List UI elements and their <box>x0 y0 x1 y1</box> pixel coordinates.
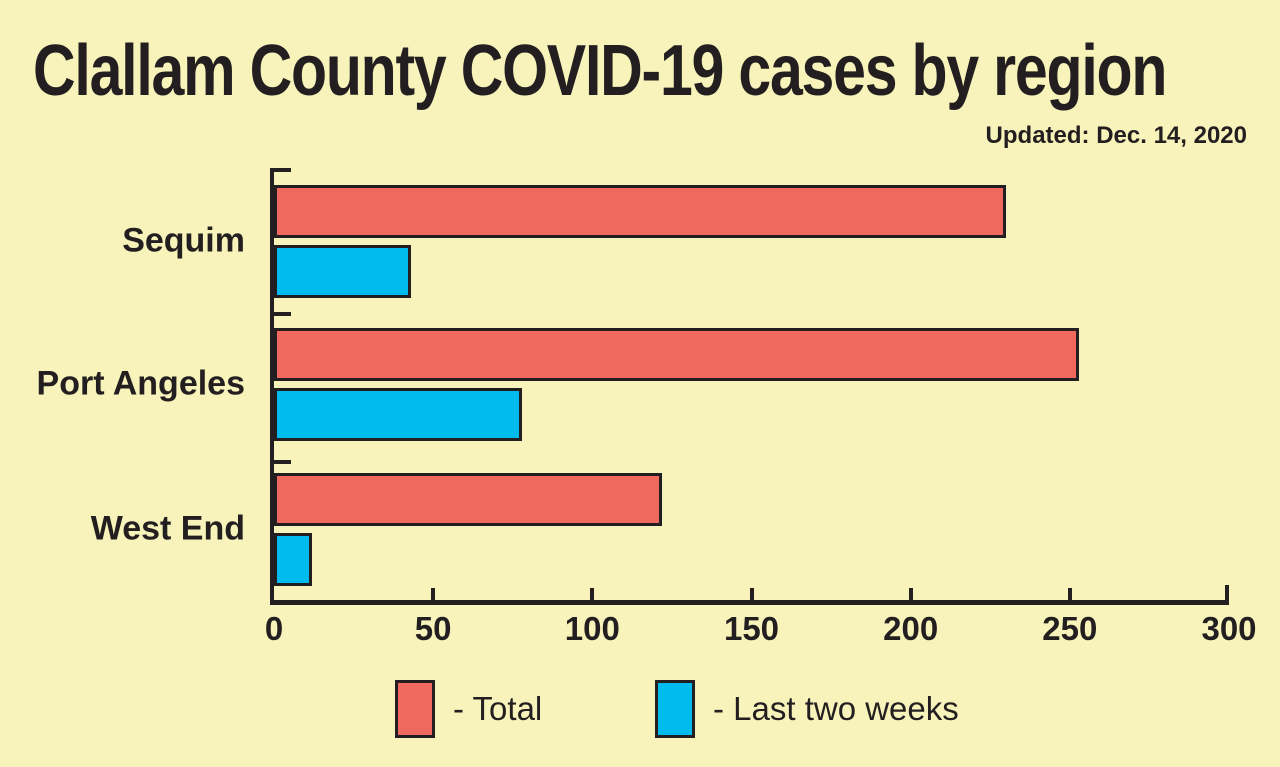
y-axis-label-west-end: West End <box>90 509 245 548</box>
x-axis-label-150: 150 <box>723 610 780 647</box>
x-axis-tick <box>431 588 436 600</box>
x-axis-label-200: 200 <box>883 610 939 647</box>
x-axis-tick <box>749 588 754 600</box>
legend-swatch-last-two-weeks <box>655 680 695 738</box>
chart-title: Clallam County COVID-19 cases by region <box>33 31 1167 111</box>
legend-label-last-two-weeks: - Last two weeks <box>713 690 959 727</box>
y-axis-label-port-angeles: Port Angeles <box>36 364 245 403</box>
x-axis-tick <box>590 588 595 600</box>
plot-area <box>270 168 1229 605</box>
x-axis-label-100: 100 <box>564 610 620 647</box>
x-axis-label-250: 250 <box>1042 610 1098 647</box>
x-axis-label-50: 50 <box>414 610 452 647</box>
y-axis-group-tick <box>274 168 291 172</box>
legend-label-total: - Total <box>453 690 543 727</box>
x-axis-labels: 0 50 100 150 200 250 300 <box>265 610 1257 650</box>
bar-west-end-last-two-weeks <box>274 533 312 586</box>
legend-item-last-two-weeks: - Last two weeks <box>655 680 959 738</box>
x-axis-tick <box>1067 588 1072 600</box>
y-axis-labels: Sequim Port Angeles West End <box>0 168 245 600</box>
y-axis-group-tick <box>274 460 291 464</box>
bar-sequim-last-two-weeks <box>274 245 411 298</box>
x-axis-tick <box>908 588 913 600</box>
bar-west-end-total <box>274 473 662 526</box>
x-axis-label-300: 300 <box>1201 610 1257 647</box>
bar-port-angeles-last-two-weeks <box>274 388 522 441</box>
bar-sequim-total <box>274 185 1006 238</box>
y-axis-label-sequim: Sequim <box>122 221 245 260</box>
y-axis-group-tick <box>274 312 291 316</box>
updated-date: Updated: Dec. 14, 2020 <box>985 122 1247 149</box>
x-axis-label-0: 0 <box>264 610 284 647</box>
x-axis-end-hook <box>1225 585 1229 600</box>
legend: - Total - Last two weeks <box>0 680 1280 740</box>
legend-swatch-total <box>395 680 435 738</box>
bar-port-angeles-total <box>274 328 1079 381</box>
legend-item-total: - Total <box>395 680 542 738</box>
